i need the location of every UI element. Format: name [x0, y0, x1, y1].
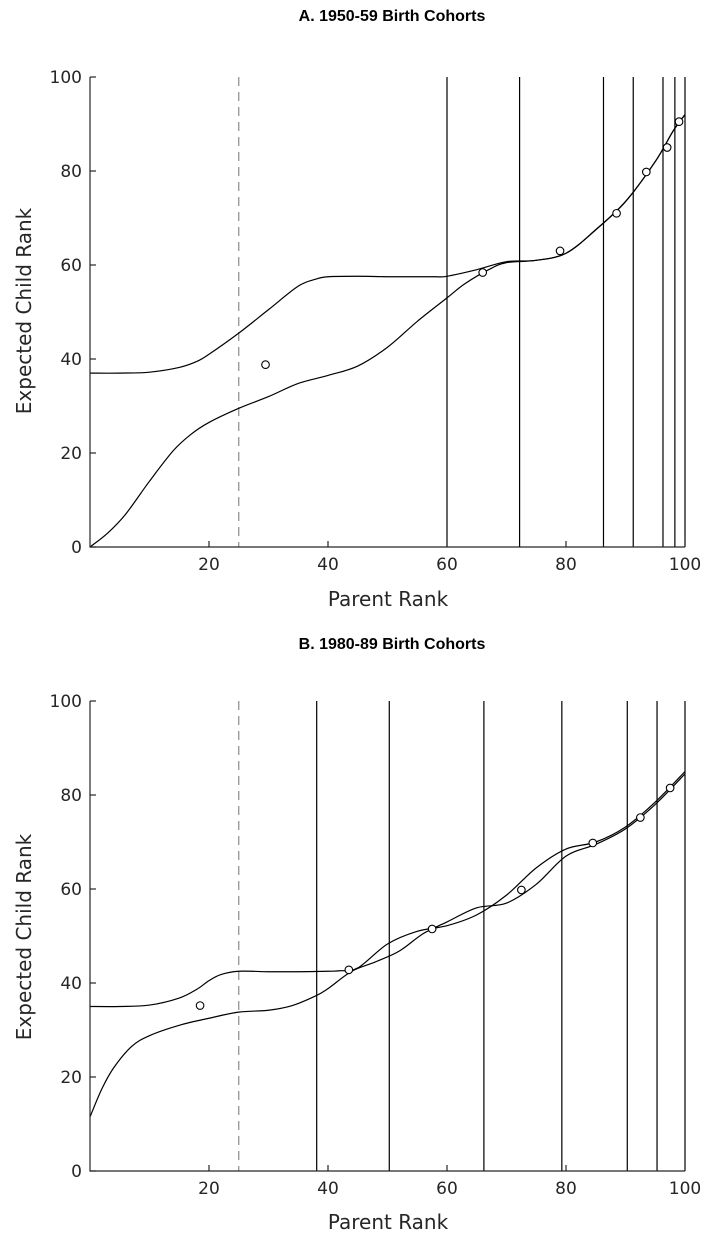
- data-point: [261, 360, 270, 369]
- x-tick-label: 20: [198, 1179, 220, 1199]
- x-tick-label: 20: [198, 555, 220, 575]
- data-point: [612, 208, 621, 218]
- panel-b-x-axis-label: Parent Rank: [328, 1210, 449, 1234]
- panel-a-vertical-lines: [446, 77, 686, 547]
- x-tick-label: 60: [436, 1179, 458, 1199]
- panel-b-curves: [89, 771, 686, 1118]
- y-tick-label: 80: [60, 162, 82, 182]
- data-point: [674, 117, 684, 126]
- y-tick-label: 0: [71, 538, 82, 558]
- panel-a: A. 1950-59 Birth Cohorts 20 40 60 80 100 0 20…: [12, 8, 701, 611]
- series-line-2: [89, 114, 686, 548]
- data-point: [555, 246, 565, 256]
- y-tick-label: 80: [60, 786, 82, 806]
- data-point: [427, 924, 437, 934]
- data-point: [636, 813, 645, 822]
- panel-b-x-ticks: 20 40 60 80 100: [198, 1165, 701, 1199]
- data-point: [641, 167, 651, 177]
- y-tick-label: 0: [71, 1162, 82, 1182]
- y-tick-label: 20: [60, 1068, 82, 1088]
- data-point: [195, 1001, 205, 1010]
- y-tick-label: 100: [50, 68, 82, 88]
- x-tick-label: 40: [317, 555, 339, 575]
- x-tick-label: 100: [669, 555, 701, 575]
- x-tick-label: 80: [555, 555, 577, 575]
- y-tick-label: 40: [60, 350, 82, 370]
- data-point: [517, 885, 526, 895]
- series-line-2: [89, 773, 686, 1118]
- x-tick-label: 60: [436, 555, 458, 575]
- panel-a-y-axis-label: Expected Child Rank: [12, 207, 36, 414]
- panel-b-y-ticks: 0 20 40 60 80 100: [50, 692, 96, 1182]
- panel-b-y-axis-label: Expected Child Rank: [12, 833, 36, 1040]
- x-tick-label: 40: [317, 1179, 339, 1199]
- panel-a-axes: [89, 77, 685, 548]
- panel-a-x-ticks: 20 40 60 80 100: [198, 541, 701, 575]
- panel-b-vertical-lines: [316, 701, 686, 1171]
- panel-b: B. 1980-89 Birth Cohorts 20 40 60 80 100 0 20…: [12, 636, 701, 1234]
- panel-a-y-ticks: 0 20 40 60 80 100: [50, 68, 96, 558]
- data-point: [344, 965, 354, 975]
- series-line-1: [89, 771, 686, 1008]
- panel-b-points: [195, 783, 675, 1010]
- panel-b-title: B. 1980-89 Birth Cohorts: [299, 636, 486, 653]
- x-tick-label: 80: [555, 1179, 577, 1199]
- data-point: [478, 268, 488, 277]
- panel-a-x-axis-label: Parent Rank: [328, 587, 449, 611]
- y-tick-label: 60: [60, 880, 82, 900]
- y-tick-label: 40: [60, 974, 82, 994]
- panel-a-points: [261, 117, 684, 369]
- series-line-1: [89, 114, 686, 374]
- x-tick-label: 100: [669, 1179, 701, 1199]
- panel-a-curves: [89, 114, 686, 548]
- y-tick-label: 100: [50, 692, 82, 712]
- panel-a-title: A. 1950-59 Birth Cohorts: [299, 8, 486, 25]
- y-tick-label: 20: [60, 444, 82, 464]
- data-point: [588, 838, 598, 848]
- data-point: [662, 143, 672, 152]
- panel-b-axes: [89, 701, 685, 1172]
- y-tick-label: 60: [60, 256, 82, 276]
- data-point: [665, 783, 675, 793]
